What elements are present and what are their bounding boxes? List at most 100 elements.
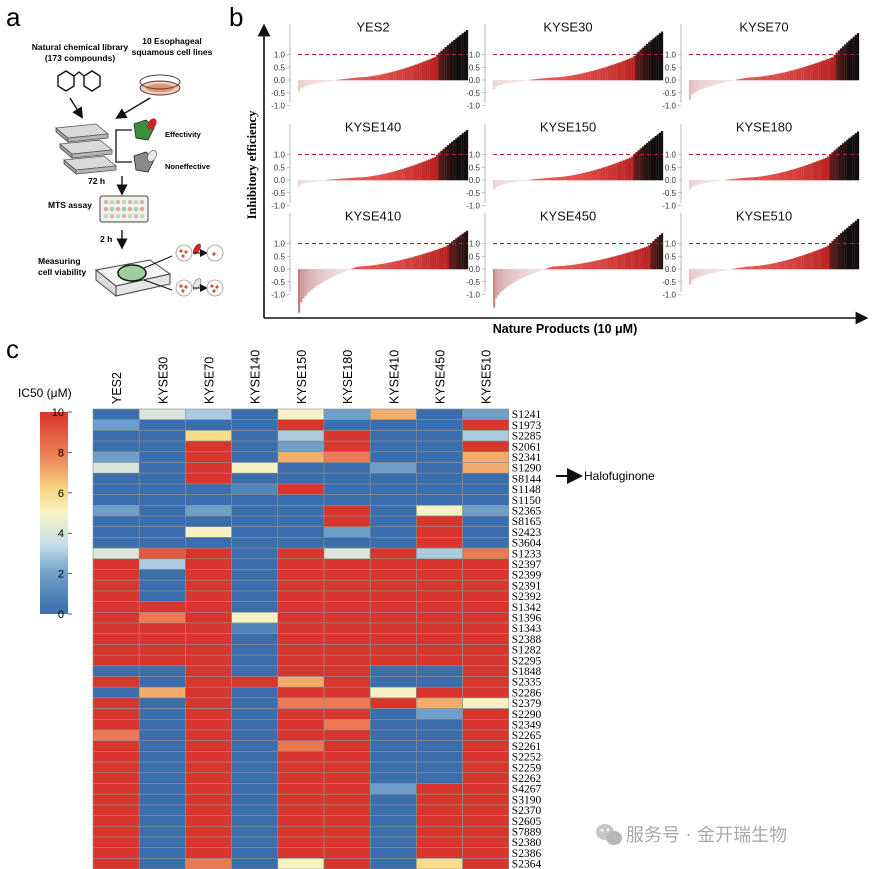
waterfall-bar bbox=[376, 175, 379, 181]
waterfall-bar bbox=[795, 168, 798, 181]
waterfall-bar bbox=[848, 138, 851, 181]
heatmap-cell bbox=[323, 633, 371, 645]
waterfall-bar bbox=[643, 247, 647, 270]
waterfall-kyse30: 1.0 0.5 0.0 -0.5 -1.0 KYSE30 bbox=[466, 20, 664, 111]
y-tick-label: -1.0 bbox=[271, 291, 285, 300]
y-tick-label: -0.5 bbox=[662, 89, 676, 98]
waterfall-bar bbox=[380, 74, 384, 81]
waterfall-bar bbox=[417, 163, 420, 181]
heatmap-cell bbox=[416, 804, 463, 816]
waterfall-bar bbox=[656, 34, 659, 81]
waterfall-bar bbox=[408, 257, 411, 270]
waterfall-bar bbox=[699, 180, 702, 185]
measuring-label: Measuring bbox=[38, 256, 81, 266]
waterfall-bar bbox=[408, 66, 411, 81]
waterfall-bar bbox=[461, 133, 464, 181]
waterfall-bar bbox=[423, 161, 426, 181]
heatmap-cell bbox=[231, 708, 279, 720]
arrow-icon bbox=[69, 97, 83, 119]
heatmap-cell bbox=[416, 601, 463, 613]
waterfall-bar bbox=[637, 51, 640, 81]
waterfall-bar bbox=[423, 61, 426, 81]
colorbar-tick-label: 2 bbox=[58, 569, 64, 581]
waterfall-bar bbox=[465, 230, 469, 270]
waterfall-bar bbox=[438, 248, 441, 270]
waterfall-kyse510: 1.0 0.5 0.0 -0.5 -1.0 KYSE510 bbox=[662, 209, 860, 300]
heatmap-cell bbox=[185, 494, 232, 506]
row-label: S1973 bbox=[512, 420, 542, 432]
heatmap-cell bbox=[138, 718, 186, 731]
waterfall-bar bbox=[414, 164, 418, 181]
heatmap-cell bbox=[185, 815, 232, 827]
waterfall-bar bbox=[372, 265, 375, 270]
heatmap-cell bbox=[369, 419, 417, 431]
waterfall-bar bbox=[624, 159, 628, 181]
y-tick-label: 1.0 bbox=[469, 240, 481, 249]
heatmap-cell bbox=[231, 451, 279, 463]
heatmap-cell bbox=[138, 729, 186, 741]
waterfall-bar bbox=[765, 264, 768, 270]
waterfall-bar bbox=[801, 67, 804, 81]
heatmap-cell bbox=[92, 665, 140, 677]
waterfall-bar bbox=[793, 69, 796, 81]
waterfall-bar bbox=[784, 260, 787, 270]
row-label: S2388 bbox=[512, 634, 542, 646]
waterfall-bar bbox=[414, 256, 418, 270]
waterfall-bar bbox=[816, 161, 819, 181]
heatmap-cell bbox=[369, 504, 417, 517]
heatmap-cell bbox=[369, 537, 417, 549]
waterfall-bar bbox=[451, 241, 454, 270]
heatmap-cell bbox=[185, 825, 232, 838]
waterfall-bar bbox=[703, 180, 707, 184]
waterfall-bar bbox=[340, 79, 343, 81]
heatmap-cell bbox=[462, 836, 510, 848]
waterfall-bar bbox=[744, 266, 747, 270]
waterfall-bar bbox=[810, 252, 813, 270]
colorbar-tick-label: 6 bbox=[58, 488, 64, 500]
waterfall-bar bbox=[607, 165, 611, 181]
heatmap-cell bbox=[231, 419, 279, 431]
heatmap-cell bbox=[138, 472, 186, 485]
waterfall-bar bbox=[580, 263, 583, 270]
heatmap-cell bbox=[369, 751, 417, 763]
waterfall-bar bbox=[708, 80, 711, 87]
waterfall-bar bbox=[512, 180, 515, 183]
waterfall-bar bbox=[691, 269, 694, 281]
heatmap-cell bbox=[462, 504, 510, 517]
waterfall-bar bbox=[556, 77, 560, 81]
waterfall-bar bbox=[803, 66, 807, 81]
y-tick-label: -0.5 bbox=[662, 278, 676, 287]
heatmap-cell bbox=[323, 408, 371, 420]
waterfall-bar bbox=[431, 250, 435, 270]
waterfall-bar bbox=[376, 264, 379, 270]
waterfall-bar bbox=[395, 260, 399, 270]
row-label: S2423 bbox=[512, 527, 542, 539]
assay-well bbox=[103, 199, 109, 205]
waterfall-bar bbox=[338, 269, 341, 274]
waterfall-bar bbox=[607, 257, 611, 270]
waterfall-bar bbox=[605, 66, 608, 81]
heatmap-cell bbox=[231, 462, 279, 474]
y-tick-label: 0.5 bbox=[469, 163, 481, 172]
heatmap-cell bbox=[92, 472, 140, 485]
waterfall-bar bbox=[763, 76, 766, 81]
subplot-title: YES2 bbox=[356, 20, 389, 35]
waterfall-bar bbox=[310, 180, 314, 183]
waterfall-bar bbox=[355, 266, 358, 270]
waterfall-bar bbox=[429, 58, 433, 81]
waterfall-bar bbox=[782, 72, 785, 81]
waterfall-bar bbox=[510, 180, 513, 183]
waterfall-bar bbox=[518, 80, 521, 82]
waterfall-bar bbox=[708, 180, 711, 183]
waterfall-bar bbox=[548, 177, 551, 181]
heatmap-cell bbox=[185, 558, 232, 570]
waterfall-bar bbox=[357, 266, 360, 270]
row-label: S2259 bbox=[512, 762, 542, 774]
heatmap-cell bbox=[323, 804, 371, 816]
arrow-icon bbox=[115, 97, 151, 119]
waterfall-bar bbox=[556, 177, 560, 181]
heatmap-cell bbox=[416, 472, 463, 485]
heatmap-cell bbox=[277, 451, 325, 463]
y-tick-label: 1.0 bbox=[665, 151, 677, 160]
waterfall-bar bbox=[406, 167, 409, 181]
